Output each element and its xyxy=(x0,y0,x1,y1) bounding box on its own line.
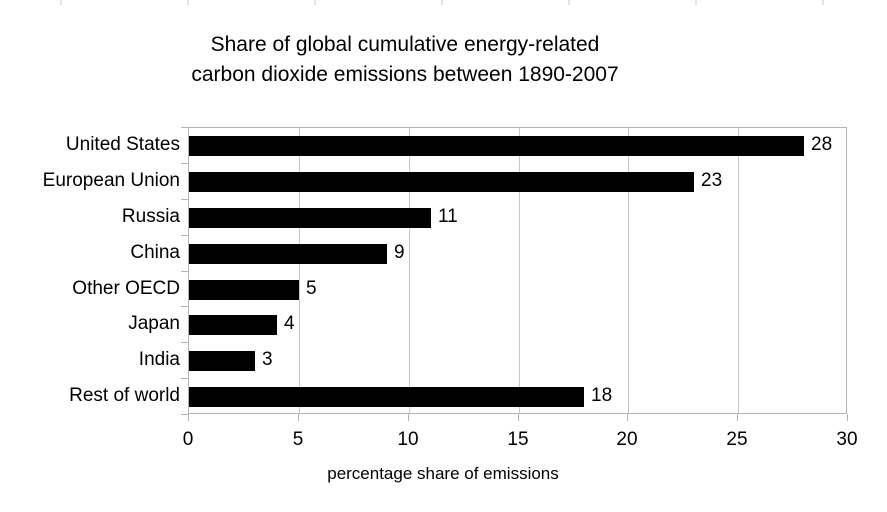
category-label-rest-of-world: Rest of world xyxy=(69,385,180,406)
x-axis-tick-30 xyxy=(847,414,848,421)
value-label-european-union: 23 xyxy=(701,170,723,191)
category-label-other-oecd: Other OECD xyxy=(72,278,180,299)
bar-india xyxy=(189,351,255,371)
bar-china xyxy=(189,244,387,264)
top-edge-artifact-tick xyxy=(441,0,443,5)
y-axis-tick xyxy=(181,127,188,128)
chart-title-line-2: carbon dioxide emissions between 1890-20… xyxy=(191,63,619,86)
x-axis-tick-15 xyxy=(518,414,519,421)
bar-european-union xyxy=(189,172,694,192)
y-axis-tick xyxy=(181,378,188,379)
y-axis-tick xyxy=(181,163,188,164)
x-tick-label-0: 0 xyxy=(182,429,194,450)
x-tick-label-20: 20 xyxy=(616,429,638,450)
value-label-other-oecd: 5 xyxy=(306,278,317,299)
top-edge-artifact-tick xyxy=(822,0,824,5)
bar-other-oecd xyxy=(189,280,299,300)
x-axis-tick-20 xyxy=(627,414,628,421)
gridline-x-10 xyxy=(409,128,410,413)
category-label-russia: Russia xyxy=(121,206,180,227)
top-edge-artifact-tick xyxy=(314,0,316,5)
x-tick-label-30: 30 xyxy=(836,429,858,450)
category-label-china: China xyxy=(130,242,180,263)
x-tick-label-5: 5 xyxy=(292,429,304,450)
bar-russia xyxy=(189,208,431,228)
gridline-x-25 xyxy=(738,128,739,413)
top-edge-artifact-tick xyxy=(60,0,62,5)
x-axis-tick-0 xyxy=(188,414,189,421)
y-axis-tick xyxy=(181,271,188,272)
gridline-x-20 xyxy=(628,128,629,413)
x-tick-label-10: 10 xyxy=(397,429,419,450)
chart-title: Share of global cumulative energy-relate… xyxy=(191,30,618,90)
x-axis-tick-10 xyxy=(408,414,409,421)
top-edge-artifact-tick xyxy=(695,0,697,5)
y-axis-tick xyxy=(181,199,188,200)
y-axis-tick xyxy=(181,306,188,307)
value-label-russia: 11 xyxy=(438,206,458,227)
y-axis-tick xyxy=(181,235,188,236)
plot-area xyxy=(188,127,847,414)
value-label-rest-of-world: 18 xyxy=(591,385,613,406)
category-label-india: India xyxy=(138,349,180,370)
x-tick-label-25: 25 xyxy=(726,429,748,450)
x-tick-label-15: 15 xyxy=(507,429,529,450)
category-label-european-union: European Union xyxy=(42,170,180,191)
value-label-china: 9 xyxy=(394,242,405,263)
value-label-japan: 4 xyxy=(284,313,295,334)
x-axis-tick-25 xyxy=(737,414,738,421)
y-axis-tick xyxy=(181,342,188,343)
gridline-x-5 xyxy=(299,128,300,413)
chart-title-line-1: Share of global cumulative energy-relate… xyxy=(210,33,600,56)
bar-japan xyxy=(189,315,277,335)
y-axis-tick xyxy=(181,414,188,415)
category-label-japan: Japan xyxy=(128,313,180,334)
x-axis-label: percentage share of emissions xyxy=(327,464,559,483)
value-label-india: 3 xyxy=(262,349,273,370)
category-label-united-states: United States xyxy=(65,134,180,155)
top-edge-artifact-tick xyxy=(568,0,570,5)
gridline-x-15 xyxy=(519,128,520,413)
bar-rest-of-world xyxy=(189,387,584,407)
x-axis-tick-5 xyxy=(298,414,299,421)
top-edge-artifact-tick xyxy=(187,0,189,5)
bar-united-states xyxy=(189,136,804,156)
value-label-united-states: 28 xyxy=(811,134,833,155)
